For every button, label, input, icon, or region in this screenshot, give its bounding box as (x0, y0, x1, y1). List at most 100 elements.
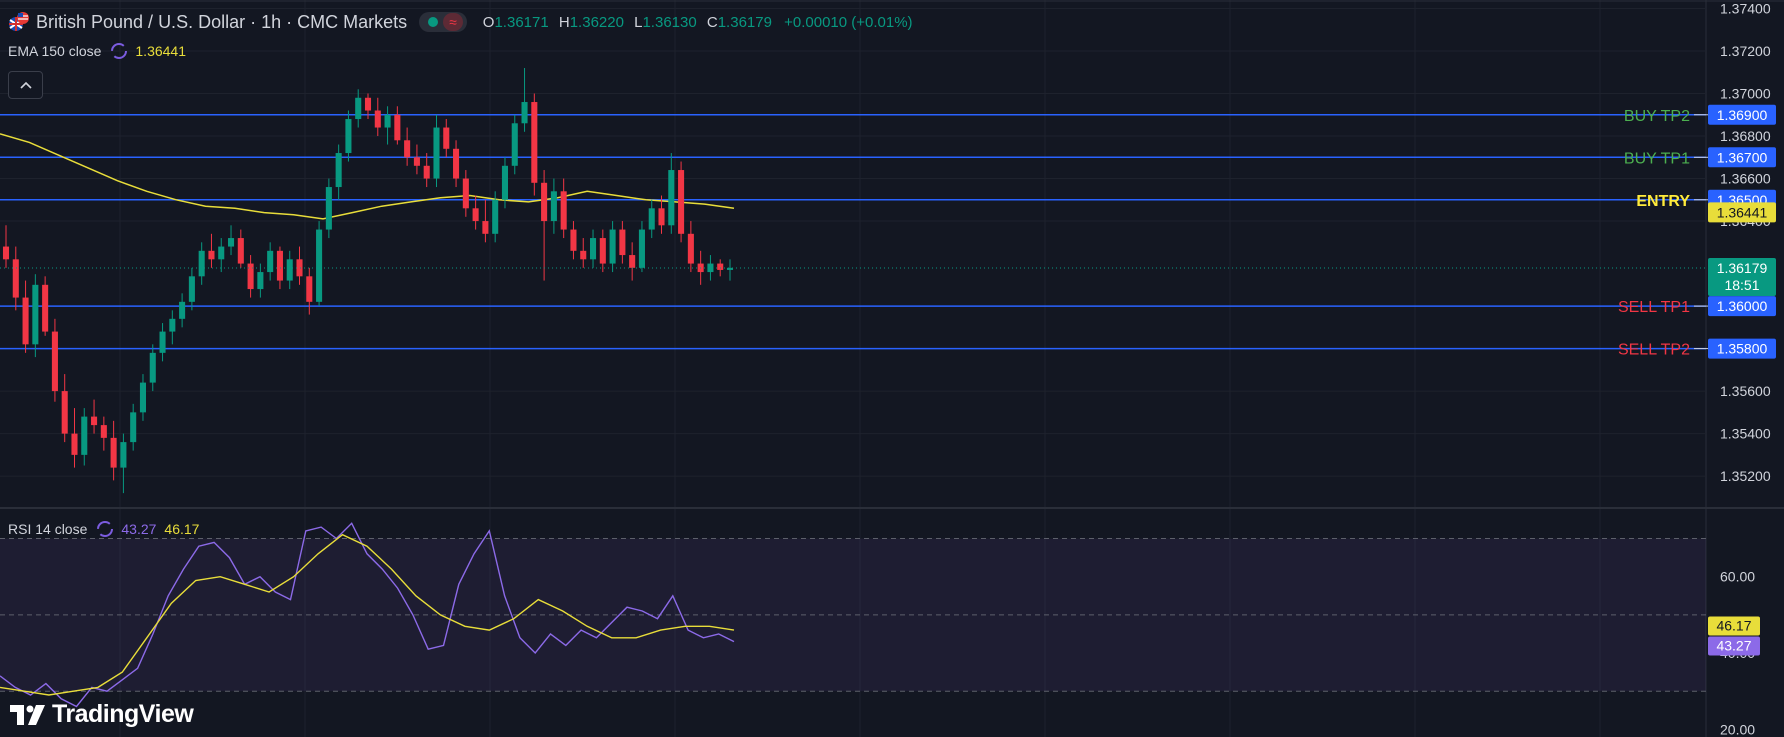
candle-body (42, 284, 49, 332)
level-label: BUY TP1 (1624, 150, 1690, 167)
ohlc-high-key: H (558, 13, 570, 31)
candle-body (296, 259, 303, 277)
candle-body (658, 208, 665, 226)
ohlc-low-key: L (634, 13, 643, 31)
ohlc-values: O1.36171 H1.36220 L1.36130 C1.36179 +0.0… (477, 14, 913, 31)
candle-body (580, 250, 587, 260)
candle-body (345, 119, 352, 154)
sync-icon[interactable] (111, 43, 128, 59)
symbol-legend[interactable]: British Pound / U.S. Dollar · 1h · CMC M… (8, 11, 913, 33)
ohlc-close-value: 1.36179 (717, 13, 772, 31)
candle-body (335, 153, 342, 188)
level-label: SELL TP2 (1618, 342, 1690, 359)
level-price-label: 1.35800 (1717, 341, 1768, 357)
rsi-tick-label: 60.00 (1720, 569, 1755, 585)
candle-body (179, 301, 186, 319)
level-price-label: 1.36900 (1717, 107, 1768, 123)
level-price-badge (1708, 147, 1776, 168)
ohlc-open-value: 1.36171 (494, 13, 549, 31)
candle-body (589, 238, 597, 260)
sync-icon[interactable] (97, 521, 114, 537)
price-axis[interactable]: 1.37400 1.37200 1.37000 1.36800 1.36600 1.364… (1708, 1, 1776, 737)
price-change: +0.00010 (+0.01%) (784, 13, 913, 31)
candle-body (267, 250, 274, 273)
candle-body (316, 229, 323, 302)
price-tick-label: 1.35200 (1720, 468, 1771, 484)
price-tick-label: 1.37400 (1720, 1, 1771, 17)
symbol-title[interactable]: British Pound / U.S. Dollar · 1h · CMC M… (36, 11, 408, 32)
candle-body (394, 114, 401, 141)
candle-body (707, 263, 714, 273)
ema-price-label: 1.36441 (1717, 204, 1768, 220)
rsi-band-fill (0, 538, 1706, 692)
candle-body (71, 433, 78, 455)
price-tick-label: 1.35400 (1720, 426, 1771, 442)
candle-body (462, 178, 469, 209)
candle-body (550, 191, 557, 222)
ema-value: 1.36441 (135, 43, 186, 59)
candle-body (139, 382, 147, 413)
candle-body (355, 97, 362, 120)
ema-polyline (0, 133, 735, 220)
candle-body (384, 114, 391, 128)
candle-body (501, 165, 509, 200)
chevron-up-icon (19, 81, 32, 89)
rsi-badge (1708, 636, 1760, 656)
ema-legend[interactable]: EMA 150 close 1.36441 (8, 43, 194, 59)
candle-body (286, 259, 293, 281)
rsi-value: 43.27 (121, 521, 157, 537)
rsi-ma-badge (1708, 616, 1760, 636)
candle-body (169, 318, 176, 332)
level-price-badge (1708, 338, 1776, 359)
candle-body (188, 276, 195, 302)
collapse-legend-button[interactable] (8, 71, 43, 99)
rsi-legend[interactable]: RSI 14 close 43.27 46.17 (8, 521, 207, 537)
current-price-label: 1.36179 (1717, 260, 1768, 276)
candle-body (511, 123, 518, 166)
rsi-ma-value: 46.17 (164, 521, 200, 537)
candle-body (619, 229, 626, 256)
candle-body (120, 442, 127, 468)
rsi-label: RSI 14 close (8, 521, 88, 537)
candle-body (91, 416, 98, 426)
level-label: ENTRY (1636, 193, 1690, 210)
candle-body (668, 170, 675, 226)
candle-body (541, 182, 548, 222)
tradingview-logo[interactable]: TradingView (10, 700, 194, 729)
candle-body (22, 297, 29, 345)
level-price-label: 1.36700 (1717, 149, 1768, 165)
ohlc-low-value: 1.36130 (642, 13, 697, 31)
status-pill[interactable]: ≈ (419, 12, 467, 32)
brand-name: TradingView (52, 700, 194, 728)
candle-body (599, 238, 606, 264)
candle-body (110, 437, 117, 468)
price-tick-label: 1.37000 (1720, 86, 1771, 102)
candle-body (2, 246, 10, 260)
candle-body (609, 229, 616, 264)
candle-body (100, 425, 107, 438)
rsi-line (0, 522, 735, 708)
candle-body (227, 238, 235, 247)
candle-body (726, 267, 734, 270)
price-tick-label: 1.36800 (1720, 128, 1771, 144)
candle-body (12, 259, 19, 298)
candle-body (306, 276, 313, 302)
rsi-pane (0, 522, 1706, 708)
candle-body (81, 416, 88, 455)
candle-body (472, 208, 479, 222)
candle-body (325, 187, 332, 230)
candle-body (149, 352, 156, 383)
candle-body (237, 238, 244, 264)
candle-body (257, 272, 264, 290)
ohlc-open-key: O (482, 13, 495, 31)
candle-body (531, 102, 538, 183)
candle-body (159, 331, 166, 353)
rsi-badge-label: 43.27 (1716, 637, 1751, 653)
level-price-badge (1708, 296, 1776, 317)
ema-label: EMA 150 close (8, 43, 102, 59)
candle-body (218, 246, 225, 260)
candle-body (678, 170, 685, 234)
level-price-label: 1.36000 (1717, 298, 1768, 314)
